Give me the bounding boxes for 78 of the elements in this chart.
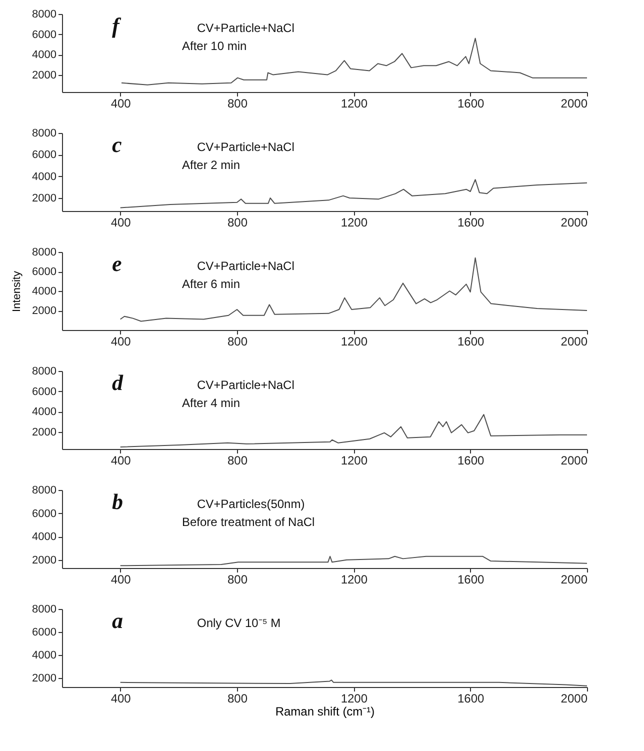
x-tick-label: 2000 <box>560 216 588 230</box>
x-tick-label: 2000 <box>560 692 588 706</box>
y-tick-label: 6000 <box>32 386 56 398</box>
x-tick-label: 800 <box>227 572 248 586</box>
annotation: CV+Particle+NaCl <box>197 259 294 273</box>
x-tick-label: 1200 <box>340 216 368 230</box>
x-tick-label: 1600 <box>457 692 485 706</box>
annotation: Before treatment of NaCl <box>182 515 315 529</box>
x-tick-label: 2000 <box>560 334 588 348</box>
x-tick-label: 400 <box>110 572 132 586</box>
x-tick-label: 2000 <box>560 96 588 110</box>
x-tick-label: 400 <box>110 216 132 230</box>
y-tick-label: 4000 <box>32 170 56 183</box>
x-tick-label: 400 <box>110 334 132 348</box>
y-tick-label: 4000 <box>32 531 56 544</box>
x-tick-label: 800 <box>227 96 248 110</box>
x-axis-title: Raman shift (cm⁻¹) <box>275 704 375 718</box>
y-tick-label: 2000 <box>32 69 56 82</box>
y-tick-label: 6000 <box>32 626 56 638</box>
x-tick-label: 1600 <box>457 96 485 110</box>
annotation: Only CV 10⁻⁵ M <box>197 616 281 630</box>
x-tick-label: 400 <box>110 692 132 706</box>
y-tick-label: 4000 <box>32 406 56 418</box>
annotation: d <box>112 370 124 395</box>
line-series <box>121 38 588 86</box>
y-tick-label: 8000 <box>32 484 56 496</box>
y-tick-label: 6000 <box>32 266 56 278</box>
y-tick-label: 4000 <box>32 49 56 62</box>
x-tick-label: 2000 <box>560 572 588 586</box>
annotation: CV+Particle+NaCl <box>197 378 294 392</box>
x-tick-label: 800 <box>227 216 248 230</box>
y-tick-label: 6000 <box>32 508 56 520</box>
line-series <box>120 179 588 208</box>
y-tick-label: 2000 <box>32 305 56 317</box>
x-tick-label: 800 <box>227 334 248 348</box>
y-tick-label: 2000 <box>32 192 56 204</box>
y-tick-label: 4000 <box>32 649 56 662</box>
y-tick-label: 6000 <box>32 149 56 162</box>
annotation: c <box>112 132 122 157</box>
x-tick-label: 800 <box>227 454 248 468</box>
y-tick-label: 2000 <box>32 672 56 684</box>
x-tick-label: 1600 <box>457 216 485 230</box>
x-tick-label: 1600 <box>457 572 485 586</box>
x-tick-label: 800 <box>227 692 248 706</box>
line-series <box>120 414 588 448</box>
y-tick-label: 8000 <box>32 604 56 616</box>
annotation: CV+Particle+NaCl <box>197 140 294 154</box>
x-tick-label: 1200 <box>340 572 368 586</box>
x-tick-label: 1600 <box>457 454 485 468</box>
x-tick-label: 400 <box>110 96 132 110</box>
x-tick-label: 2000 <box>560 454 588 468</box>
annotation: After 6 min <box>182 277 240 291</box>
y-tick-label: 8000 <box>32 8 56 20</box>
x-tick-label: 1200 <box>340 334 368 348</box>
line-series <box>120 257 588 322</box>
annotation: f <box>112 13 122 38</box>
y-tick-label: 8000 <box>32 366 56 378</box>
y-tick-label: 4000 <box>32 286 56 298</box>
y-tick-label: 6000 <box>32 28 56 41</box>
annotation: After 2 min <box>182 158 240 172</box>
annotation: After 10 min <box>182 39 247 53</box>
annotation: b <box>112 489 123 514</box>
x-tick-label: 1200 <box>340 692 368 706</box>
x-tick-label: 1200 <box>340 454 368 468</box>
y-tick-label: 8000 <box>32 246 56 258</box>
line-series <box>120 556 588 566</box>
y-tick-label: 2000 <box>32 426 56 438</box>
annotation: After 4 min <box>182 396 240 410</box>
x-tick-label: 1200 <box>340 96 368 110</box>
annotation: CV+Particle+NaCl <box>197 21 294 35</box>
y-tick-label: 8000 <box>32 128 56 140</box>
x-tick-label: 400 <box>110 454 132 468</box>
x-tick-label: 1600 <box>457 334 485 348</box>
annotation: a <box>112 608 123 633</box>
annotation: e <box>112 251 122 276</box>
y-tick-label: 2000 <box>32 554 56 566</box>
annotation: CV+Particles(50nm) <box>197 497 305 511</box>
y-axis-title: Intensity <box>11 270 24 312</box>
